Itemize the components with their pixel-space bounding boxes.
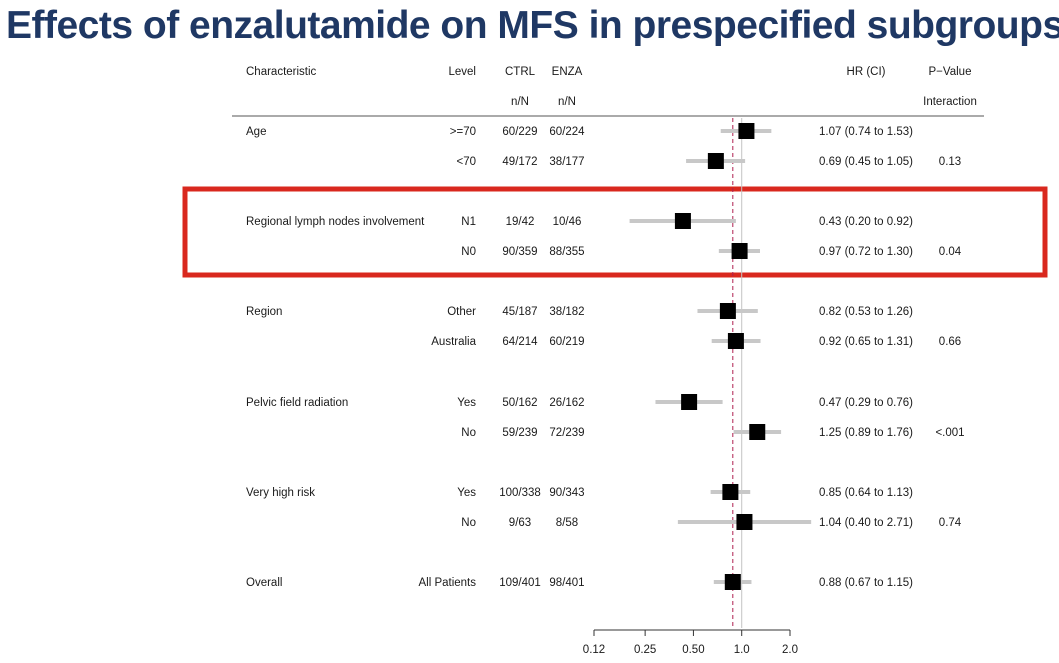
- row-hr-ci: 0.92 (0.65 to 1.31): [819, 336, 913, 348]
- row-p-value: 0.74: [939, 517, 962, 529]
- row-enza-count: 8/58: [556, 517, 578, 529]
- row-enza-count: 88/355: [549, 246, 584, 258]
- row-ctrl-count: 64/214: [502, 336, 538, 348]
- row-enza-count: 38/182: [549, 306, 584, 318]
- row-hr-ci: 1.07 (0.74 to 1.53): [819, 126, 913, 138]
- header-level: Level: [449, 66, 477, 78]
- row-ctrl-count: 49/172: [502, 156, 537, 168]
- point-estimate-marker: [736, 514, 753, 530]
- row-enza-count: 90/343: [549, 487, 584, 499]
- row-characteristic: Very high risk: [246, 487, 315, 499]
- header-characteristic: Characteristic: [246, 66, 317, 78]
- point-estimate-marker: [738, 123, 755, 139]
- x-tick-label: 0.50: [682, 644, 704, 656]
- row-ctrl-count: 59/239: [502, 427, 537, 439]
- row-ctrl-count: 45/187: [502, 306, 537, 318]
- point-estimate-marker: [719, 303, 736, 319]
- row-level: No: [461, 517, 476, 529]
- row-level: Yes: [457, 397, 476, 409]
- row-p-value: 0.13: [939, 156, 961, 168]
- row-ctrl-count: 60/229: [502, 126, 537, 138]
- table-header: Characteristic Level CTRL ENZA HR (CI) P…: [232, 66, 984, 117]
- row-enza-count: 10/46: [553, 216, 582, 228]
- row-level: >=70: [450, 126, 476, 138]
- point-estimate-marker: [731, 243, 748, 259]
- row-characteristic: Pelvic field radiation: [246, 397, 348, 409]
- row-ctrl-count: 90/359: [502, 246, 537, 258]
- row-enza-count: 60/219: [549, 336, 584, 348]
- row-hr-ci: 0.97 (0.72 to 1.30): [819, 246, 913, 258]
- x-tick-label: 2.0: [782, 644, 798, 656]
- x-tick-label: 0.12: [583, 644, 605, 656]
- row-p-value: <.001: [935, 427, 964, 439]
- row-enza-count: 26/162: [549, 397, 584, 409]
- row-level: N1: [461, 216, 476, 228]
- row-level: No: [461, 427, 476, 439]
- x-axis: 0.12 0.25 0.50 1.0 2.0: [583, 629, 798, 656]
- row-level: All Patients: [418, 577, 476, 589]
- row-level: Yes: [457, 487, 476, 499]
- row-enza-count: 38/177: [549, 156, 584, 168]
- row-ctrl-count: 9/63: [509, 517, 531, 529]
- row-level: Other: [447, 306, 476, 318]
- forest-marks: [629, 118, 812, 628]
- point-estimate-marker: [681, 394, 698, 410]
- point-estimate-marker: [724, 574, 741, 590]
- row-characteristic: Age: [246, 126, 266, 138]
- row-hr-ci: 0.88 (0.67 to 1.15): [819, 577, 913, 589]
- row-hr-ci: 0.85 (0.64 to 1.13): [819, 487, 913, 499]
- point-estimate-marker: [749, 424, 766, 440]
- header-p-value: P−Value: [929, 66, 972, 78]
- header-hr-ci: HR (CI): [847, 66, 886, 78]
- point-estimate-marker: [674, 213, 691, 229]
- point-estimate-marker: [727, 333, 744, 349]
- row-level: <70: [456, 156, 476, 168]
- row-level: N0: [461, 246, 476, 258]
- row-level: Australia: [431, 336, 476, 348]
- row-hr-ci: 1.25 (0.89 to 1.76): [819, 427, 913, 439]
- header-ctrl-n-over-n: n/N: [511, 96, 529, 108]
- table-rows: Age >=70 60/229 60/224 1.07 (0.74 to 1.53) <7…: [246, 126, 965, 589]
- header-ctrl: CTRL: [505, 66, 536, 78]
- row-ctrl-count: 100/338: [499, 487, 541, 499]
- row-hr-ci: 0.82 (0.53 to 1.26): [819, 306, 913, 318]
- point-estimate-marker: [722, 484, 739, 500]
- header-enza: ENZA: [552, 66, 583, 78]
- highlight-box: [182, 186, 1048, 278]
- row-enza-count: 72/239: [549, 427, 584, 439]
- row-hr-ci: 0.47 (0.29 to 0.76): [819, 397, 913, 409]
- point-estimate-marker: [707, 153, 724, 169]
- row-hr-ci: 0.43 (0.20 to 0.92): [819, 216, 913, 228]
- row-hr-ci: 1.04 (0.40 to 2.71): [819, 517, 913, 529]
- row-ctrl-count: 109/401: [499, 577, 541, 589]
- row-characteristic: Region: [246, 306, 282, 318]
- row-p-value: 0.04: [939, 246, 962, 258]
- row-ctrl-count: 19/42: [506, 216, 535, 228]
- row-p-value: 0.66: [939, 336, 961, 348]
- row-characteristic: Regional lymph nodes involvement: [246, 216, 425, 228]
- x-tick-label: 1.0: [734, 644, 750, 656]
- header-interaction: Interaction: [923, 96, 977, 108]
- row-hr-ci: 0.69 (0.45 to 1.05): [819, 156, 913, 168]
- row-enza-count: 60/224: [549, 126, 585, 138]
- row-characteristic: Overall: [246, 577, 282, 589]
- page-title: Effects of enzalutamide on MFS in prespe…: [6, 4, 1059, 47]
- row-enza-count: 98/401: [549, 577, 584, 589]
- row-ctrl-count: 50/162: [502, 397, 537, 409]
- header-enza-n-over-n: n/N: [558, 96, 576, 108]
- x-tick-label: 0.25: [634, 644, 656, 656]
